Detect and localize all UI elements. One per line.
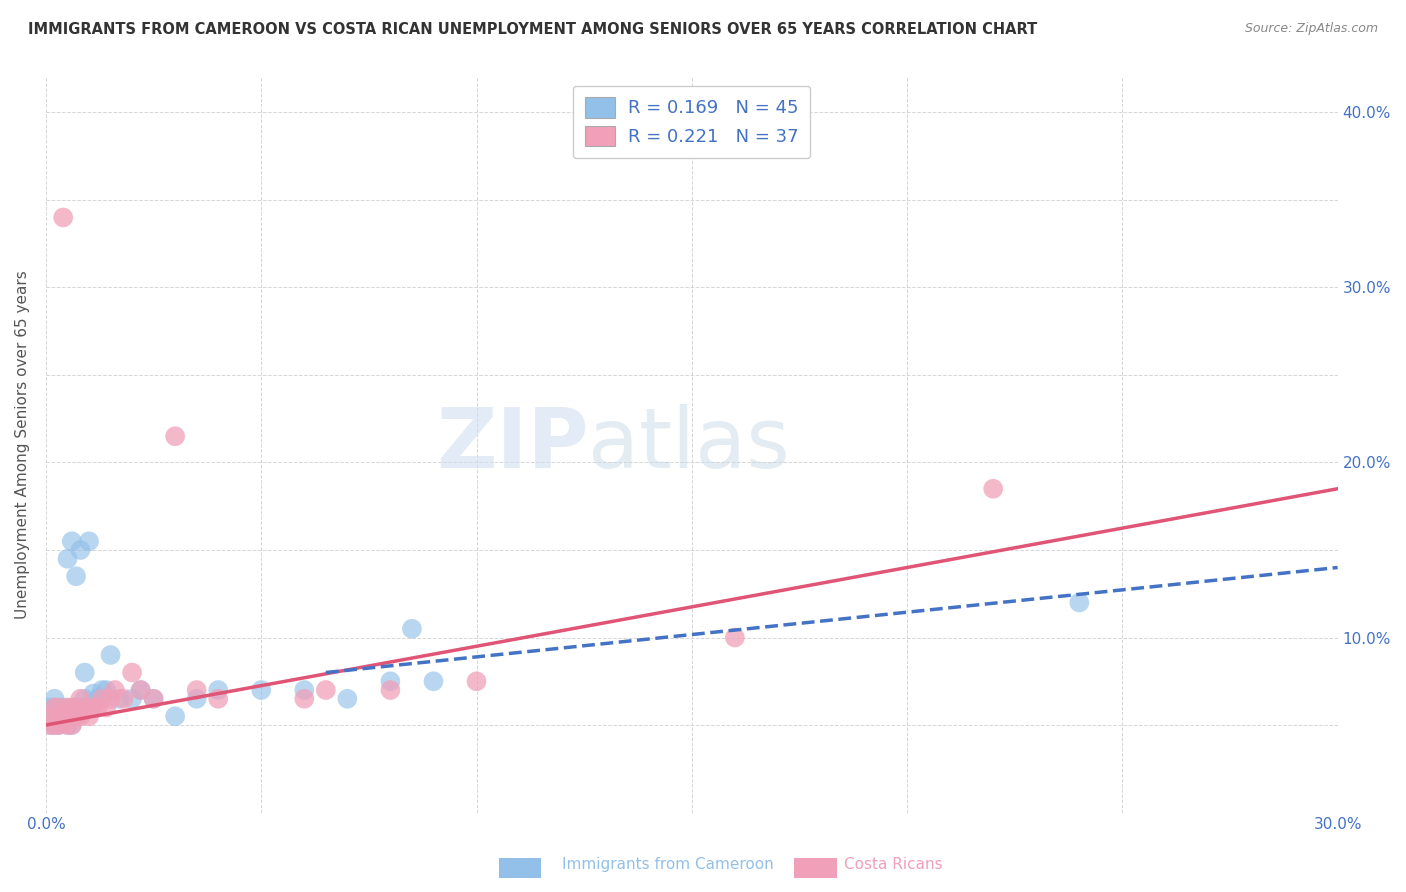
Point (48, 700, 70, 714)
Point (380, 674, 402, 689)
Point (60, 700, 83, 714)
Point (60, 718, 83, 732)
Point (292, 683, 315, 698)
Text: ZIP: ZIP (436, 404, 589, 485)
Text: Source: ZipAtlas.com: Source: ZipAtlas.com (1244, 22, 1378, 36)
Point (56, 551, 79, 566)
Point (186, 691, 208, 706)
Point (165, 429, 187, 443)
Point (73, 700, 96, 714)
Point (60, 534, 83, 549)
Point (39, 718, 62, 732)
Point (86, 700, 108, 714)
Point (65, 569, 87, 583)
Point (60, 700, 83, 714)
Point (100, 691, 122, 706)
Point (465, 674, 488, 689)
Point (142, 691, 165, 706)
Point (401, 622, 423, 636)
Point (56, 700, 79, 714)
Point (65, 709, 87, 723)
Legend: R = 0.169   N = 45, R = 0.221   N = 37: R = 0.169 N = 45, R = 0.221 N = 37 (574, 86, 810, 158)
Point (112, 691, 135, 706)
Point (65, 700, 87, 714)
Text: Immigrants from Cameroon: Immigrants from Cameroon (562, 857, 775, 872)
Point (77, 700, 100, 714)
Text: Costa Ricans: Costa Ricans (844, 857, 942, 872)
Point (77, 534, 100, 549)
Point (91, 691, 114, 706)
Point (56, 718, 79, 732)
Point (129, 683, 152, 698)
Point (104, 683, 127, 698)
Point (39, 718, 62, 732)
Point (73, 665, 96, 680)
Point (52, 700, 75, 714)
Y-axis label: Unemployment Among Seniors over 65 years: Unemployment Among Seniors over 65 years (15, 270, 30, 619)
Point (69, 700, 91, 714)
Point (52, 709, 75, 723)
Point (100, 648, 122, 662)
Point (121, 691, 143, 706)
Point (56, 709, 79, 723)
Point (39, 709, 62, 723)
Point (44, 691, 66, 706)
Point (48, 718, 70, 732)
Point (315, 683, 337, 698)
Point (207, 683, 229, 698)
Point (44, 700, 66, 714)
Point (724, 631, 747, 645)
Point (422, 674, 444, 689)
Point (380, 683, 402, 698)
Point (86, 691, 108, 706)
Point (69, 691, 91, 706)
Point (44, 700, 66, 714)
Point (981, 482, 1004, 496)
Point (108, 691, 131, 706)
Point (69, 543, 91, 558)
Point (121, 665, 143, 680)
Point (73, 691, 96, 706)
Point (250, 683, 273, 698)
Point (186, 683, 208, 698)
Point (69, 709, 91, 723)
Point (96, 683, 118, 698)
Point (96, 700, 118, 714)
Text: IMMIGRANTS FROM CAMEROON VS COSTA RICAN UNEMPLOYMENT AMONG SENIORS OVER 65 YEARS: IMMIGRANTS FROM CAMEROON VS COSTA RICAN … (28, 22, 1038, 37)
Point (56, 718, 79, 732)
Point (65, 700, 87, 714)
Point (165, 709, 187, 723)
Point (39, 709, 62, 723)
Point (82, 686, 104, 700)
Point (52, 211, 75, 225)
Point (48, 709, 70, 723)
Point (48, 718, 70, 732)
Point (91, 683, 114, 698)
Point (44, 718, 66, 732)
Point (129, 683, 152, 698)
Point (52, 709, 75, 723)
Point (1069, 595, 1091, 609)
Text: atlas: atlas (589, 404, 790, 485)
Point (60, 718, 83, 732)
Point (77, 709, 100, 723)
Point (82, 700, 104, 714)
Point (39, 700, 62, 714)
Point (207, 691, 229, 706)
Point (142, 691, 165, 706)
Point (292, 691, 315, 706)
Point (44, 718, 66, 732)
Point (48, 700, 70, 714)
Point (336, 691, 359, 706)
Point (65, 709, 87, 723)
